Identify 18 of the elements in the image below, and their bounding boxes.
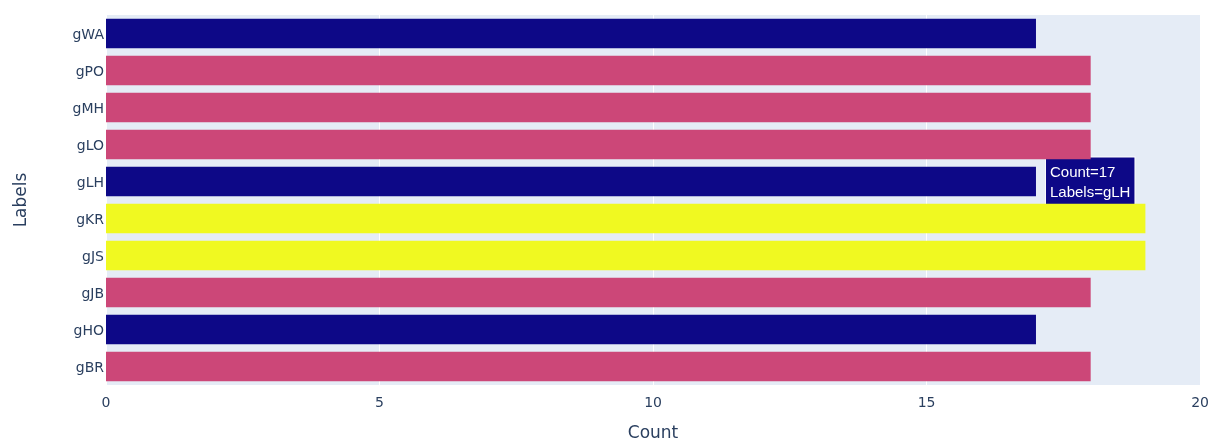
y-tick-label: gLH <box>76 173 104 190</box>
y-tick-label: gKR <box>76 210 105 227</box>
x-tick-label: 20 <box>1191 394 1210 410</box>
x-tick-label: 10 <box>644 394 662 410</box>
y-axis-title: Labels <box>9 172 30 228</box>
y-tick-label: gJS <box>82 247 105 264</box>
y-tick-label: gBR <box>75 358 105 375</box>
y-tick-label: gHO <box>73 321 104 338</box>
x-tick-label: 15 <box>917 394 936 410</box>
y-tick-label: gWA <box>72 25 105 42</box>
x-tick-label: 5 <box>375 394 384 410</box>
x-tick-label: 0 <box>101 394 111 410</box>
y-tick-label: gLO <box>76 136 104 153</box>
annotation: Count=17 Labels=gLH <box>1049 163 1131 200</box>
y-tick-label: gPO <box>75 62 104 79</box>
y-tick-label: gMH <box>72 99 104 116</box>
x-axis-title: Count <box>627 421 679 442</box>
y-tick-label: gJB <box>81 284 104 301</box>
